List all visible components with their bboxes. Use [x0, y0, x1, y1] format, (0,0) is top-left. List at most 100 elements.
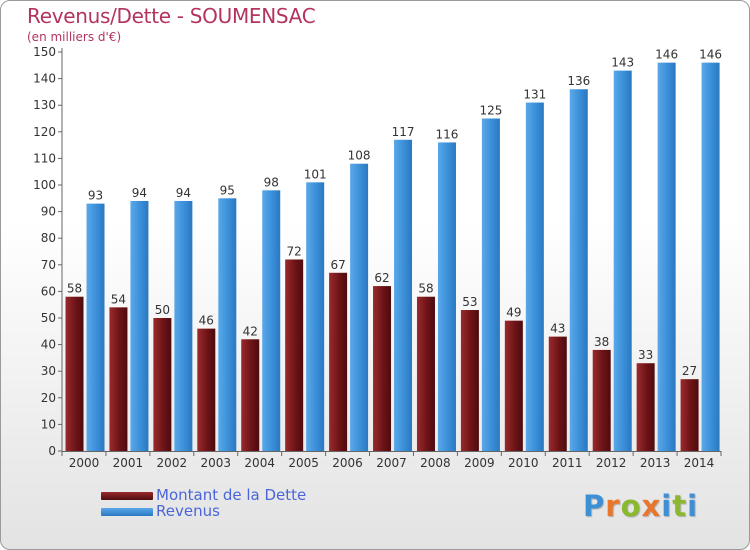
bar-dette-2011	[548, 336, 567, 451]
legend-swatch-dette	[101, 492, 153, 500]
data-label-dette-2012: 38	[594, 335, 609, 349]
y-tick-label: 150	[33, 45, 56, 59]
bar-revenus-2003	[218, 198, 237, 451]
data-label-dette-2011: 43	[550, 322, 565, 336]
x-tick-label: 2010	[508, 456, 539, 470]
bar-revenus-2010	[525, 102, 544, 451]
proxiti-logo: Proxiti	[583, 489, 698, 523]
data-label-dette-2013: 33	[638, 348, 653, 362]
data-label-revenus-2004: 98	[264, 175, 279, 189]
bar-dette-2012	[592, 349, 611, 451]
data-label-revenus-2011: 136	[567, 74, 590, 88]
chart-subtitle: (en milliers d'€)	[27, 30, 122, 44]
legend-swatch-revenus	[101, 508, 153, 516]
y-tick-label: 10	[41, 417, 56, 431]
bar-revenus-2001	[130, 200, 149, 451]
x-tick-label: 2001	[113, 456, 144, 470]
data-label-revenus-2013: 146	[655, 48, 678, 62]
y-tick-label: 20	[41, 391, 56, 405]
logo-letter: P	[583, 489, 606, 523]
bar-revenus-2013	[657, 62, 676, 451]
y-tick-label: 40	[41, 338, 56, 352]
x-tick-label: 2013	[640, 456, 671, 470]
x-tick-label: 2014	[684, 456, 715, 470]
chart-title: Revenus/Dette - SOUMENSAC	[27, 4, 316, 28]
y-tick-label: 0	[48, 444, 56, 458]
data-label-dette-2006: 67	[330, 258, 345, 272]
logo-letter: t	[672, 489, 688, 523]
bar-revenus-2002	[174, 200, 193, 451]
bar-revenus-2014	[701, 62, 720, 451]
x-tick-label: 2011	[552, 456, 583, 470]
bar-dette-2002	[153, 318, 172, 451]
logo-letter: o	[620, 489, 642, 523]
data-label-dette-2002: 50	[155, 303, 170, 317]
data-label-dette-2014: 27	[682, 364, 697, 378]
x-tick-label: 2007	[376, 456, 407, 470]
bar-revenus-2007	[394, 139, 413, 451]
data-label-revenus-2003: 95	[220, 183, 235, 197]
bar-revenus-2006	[350, 163, 369, 451]
y-tick-label: 30	[41, 364, 56, 378]
bar-revenus-2004	[262, 190, 281, 451]
bar-revenus-2009	[481, 118, 500, 451]
y-tick-label: 50	[41, 311, 56, 325]
x-tick-label: 2005	[288, 456, 319, 470]
logo-letter: i	[687, 489, 699, 523]
data-label-dette-2009: 53	[462, 295, 477, 309]
bar-dette-2008	[416, 296, 435, 451]
y-tick-label: 120	[33, 125, 56, 139]
x-tick-label: 2012	[596, 456, 627, 470]
bar-dette-2001	[109, 307, 128, 451]
data-label-dette-2008: 58	[418, 282, 433, 296]
bar-dette-2013	[636, 363, 655, 451]
data-label-revenus-2012: 143	[611, 56, 634, 70]
data-label-dette-2003: 46	[199, 314, 214, 328]
x-tick-label: 2008	[420, 456, 451, 470]
y-axis: 0 10 20 30 40 50 60 70 80 90 100 110 120 130 140 150	[33, 45, 63, 458]
x-tick-label: 2000	[69, 456, 100, 470]
data-label-revenus-2002: 94	[176, 186, 191, 200]
data-label-revenus-2006: 108	[348, 149, 371, 163]
data-label-revenus-2008: 116	[436, 127, 459, 141]
bar-dette-2000	[65, 296, 84, 451]
x-axis: 2000 2001 2002 2003 2004 2005 2006 2007 2008 2009…	[61, 451, 722, 470]
x-tick-label: 2004	[244, 456, 275, 470]
bars: 58 93 54 94 50 94 46 95 42 98 72 101 67 108 62 117 58 116…	[65, 48, 722, 452]
bar-dette-2014	[680, 379, 699, 451]
data-label-revenus-2014: 146	[699, 48, 722, 62]
bar-revenus-2005	[306, 182, 325, 451]
bar-dette-2004	[241, 339, 260, 451]
x-tick-label: 2002	[157, 456, 188, 470]
y-tick-label: 60	[41, 284, 56, 298]
bar-revenus-2000	[86, 203, 105, 451]
logo-letter: i	[661, 489, 673, 523]
data-label-revenus-2001: 94	[132, 186, 147, 200]
y-tick-label: 70	[41, 258, 56, 272]
x-tick-label: 2003	[200, 456, 231, 470]
y-tick-label: 100	[33, 178, 56, 192]
y-tick-label: 140	[33, 72, 56, 86]
bar-revenus-2011	[569, 89, 588, 452]
data-label-dette-2004: 42	[243, 324, 258, 338]
data-label-dette-2001: 54	[111, 292, 126, 306]
bar-dette-2005	[285, 259, 304, 451]
data-label-dette-2010: 49	[506, 306, 521, 320]
bar-revenus-2012	[613, 70, 632, 452]
data-label-revenus-2009: 125	[479, 104, 502, 118]
data-label-dette-2005: 72	[287, 244, 302, 258]
data-label-revenus-2000: 93	[88, 189, 103, 203]
y-tick-label: 110	[33, 151, 56, 165]
x-tick-label: 2009	[464, 456, 495, 470]
data-label-dette-2007: 62	[374, 271, 389, 285]
y-tick-label: 80	[41, 231, 56, 245]
data-label-revenus-2007: 117	[392, 125, 415, 139]
bar-revenus-2008	[437, 142, 456, 451]
bar-dette-2003	[197, 328, 216, 451]
y-tick-label: 130	[33, 98, 56, 112]
x-tick-label: 2006	[332, 456, 363, 470]
bar-dette-2006	[329, 272, 348, 451]
y-tick-label: 90	[41, 205, 56, 219]
